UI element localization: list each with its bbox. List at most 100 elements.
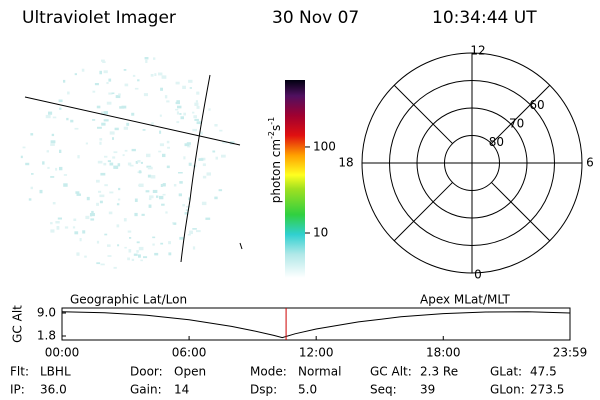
speckle bbox=[196, 105, 200, 109]
speckle bbox=[123, 218, 127, 222]
speckle bbox=[189, 87, 192, 89]
speckle bbox=[73, 218, 77, 221]
speckle bbox=[103, 70, 108, 74]
speckle bbox=[150, 74, 154, 77]
field-value: LBHL bbox=[40, 365, 71, 379]
speckle bbox=[188, 197, 191, 201]
speckle bbox=[166, 100, 170, 103]
boundary-line bbox=[180, 74, 211, 263]
speckle bbox=[113, 165, 118, 169]
y-tick-label: 1.8 bbox=[37, 329, 56, 343]
speckle bbox=[100, 263, 105, 266]
speckle bbox=[173, 184, 177, 187]
speckle bbox=[192, 128, 197, 132]
speckle bbox=[96, 262, 101, 265]
speckle bbox=[51, 133, 55, 137]
speckle bbox=[143, 256, 148, 259]
speckle bbox=[113, 266, 117, 269]
speckle bbox=[168, 252, 172, 256]
speckle bbox=[85, 142, 88, 145]
speckle bbox=[104, 233, 108, 236]
speckle bbox=[117, 244, 120, 247]
speckle bbox=[178, 172, 183, 174]
speckle bbox=[202, 163, 206, 167]
speckle bbox=[25, 162, 30, 166]
field-value: 273.5 bbox=[530, 383, 564, 397]
speckle bbox=[137, 160, 141, 163]
speckle bbox=[91, 210, 94, 215]
spoke bbox=[491, 182, 551, 242]
speckle bbox=[118, 187, 121, 191]
speckle bbox=[196, 121, 202, 125]
speckle bbox=[107, 244, 111, 247]
speckle bbox=[67, 91, 70, 95]
speckle bbox=[55, 221, 60, 224]
speckle bbox=[127, 162, 132, 166]
label: photon cm bbox=[269, 139, 283, 203]
speckle bbox=[108, 211, 113, 215]
speckle bbox=[182, 204, 185, 207]
speckle bbox=[76, 193, 81, 196]
speckle bbox=[100, 172, 106, 176]
speckle bbox=[145, 190, 150, 193]
speckle bbox=[142, 129, 146, 131]
speckle bbox=[136, 241, 140, 244]
speckle bbox=[148, 204, 152, 208]
speckle bbox=[134, 212, 138, 217]
boundary-line bbox=[24, 96, 241, 146]
speckle bbox=[154, 73, 157, 76]
speckle bbox=[131, 258, 135, 262]
speckle bbox=[102, 61, 106, 64]
speckle bbox=[151, 122, 154, 126]
speckle bbox=[154, 252, 159, 256]
field-value: 36.0 bbox=[40, 383, 67, 397]
speckle bbox=[138, 254, 141, 258]
speckle bbox=[159, 143, 165, 147]
speckle bbox=[141, 213, 145, 216]
speckle bbox=[30, 186, 33, 190]
speckle bbox=[108, 78, 112, 82]
speckle bbox=[160, 87, 163, 91]
speckle bbox=[147, 174, 152, 178]
field-value: 14 bbox=[174, 383, 189, 397]
speckle bbox=[222, 141, 228, 144]
speckle bbox=[196, 230, 201, 233]
x-tick-label: 12:00 bbox=[299, 346, 334, 360]
speckle bbox=[131, 148, 136, 152]
speckle bbox=[50, 222, 53, 225]
speckle bbox=[176, 100, 180, 103]
speckle bbox=[192, 246, 196, 250]
speckle bbox=[214, 124, 218, 127]
speckle bbox=[79, 238, 82, 242]
x-tick-label: 06:00 bbox=[172, 346, 207, 360]
mlt-label: 0 bbox=[474, 268, 482, 282]
speckle bbox=[74, 73, 77, 76]
ring-label: 60 bbox=[529, 98, 544, 112]
speckle bbox=[159, 195, 164, 200]
altitude-line bbox=[61, 311, 571, 339]
speckle bbox=[140, 161, 143, 164]
speckle bbox=[159, 114, 162, 117]
speckle bbox=[176, 121, 180, 124]
speckle bbox=[101, 122, 106, 126]
speckle bbox=[46, 150, 49, 153]
speckle bbox=[77, 155, 80, 159]
spoke bbox=[393, 182, 453, 242]
speckle bbox=[173, 223, 177, 225]
x-tick-label: 00:00 bbox=[45, 346, 80, 360]
speckle bbox=[162, 153, 166, 158]
speckle bbox=[122, 154, 125, 157]
ring-label: 70 bbox=[509, 117, 524, 131]
speckle bbox=[215, 156, 218, 160]
speckle bbox=[179, 236, 184, 240]
speckle bbox=[99, 70, 103, 75]
speckle bbox=[59, 166, 63, 171]
speckle bbox=[98, 190, 102, 193]
speckle bbox=[90, 213, 95, 217]
speckle bbox=[117, 163, 121, 167]
speckle bbox=[112, 137, 115, 140]
speckle bbox=[47, 166, 50, 169]
speckle bbox=[90, 218, 95, 221]
speckle bbox=[28, 198, 32, 201]
